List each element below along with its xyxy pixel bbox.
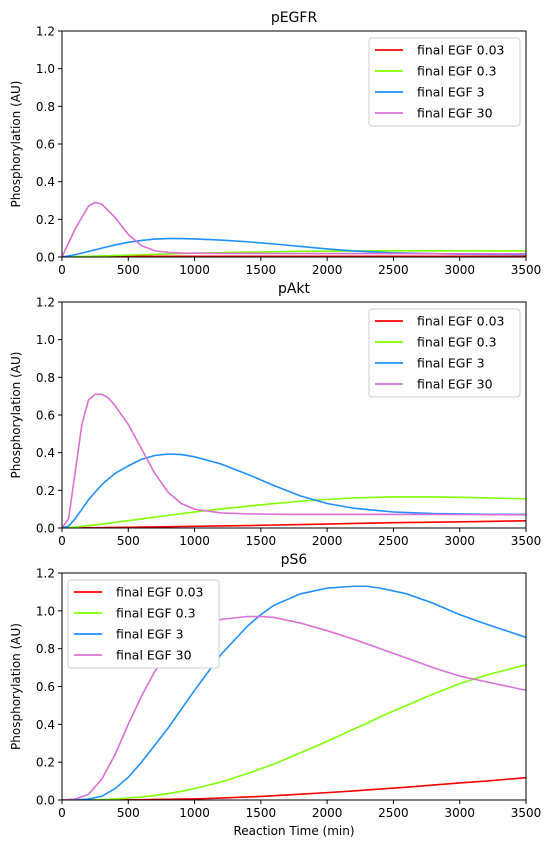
legend-entry-label: final EGF 3 — [417, 85, 485, 100]
y-tick-label: 1.0 — [36, 604, 55, 618]
x-tick-label: 1000 — [179, 263, 210, 277]
y-tick-label: 1.2 — [36, 25, 55, 39]
series-line-4 — [62, 393, 526, 528]
legend-box — [368, 308, 521, 398]
legend-entry-label: final EGF 30 — [417, 377, 493, 392]
y-tick-label: 0.6 — [36, 138, 55, 152]
x-tick-label: 500 — [117, 263, 140, 277]
series-line-4 — [62, 615, 526, 800]
x-tick-label: 2000 — [312, 534, 343, 548]
legend-entry-label: final EGF 0.3 — [417, 335, 497, 350]
x-tick-label: 3000 — [444, 263, 475, 277]
y-axis-label: Phosphorylation (AU) — [9, 352, 23, 479]
y-tick-label: 0.6 — [36, 409, 55, 423]
x-tick-label: 1500 — [246, 263, 277, 277]
x-tick-label: 2000 — [312, 806, 343, 820]
y-tick-label: 0.8 — [36, 100, 55, 114]
x-tick-label: 3500 — [511, 534, 542, 548]
x-tick-label: 1500 — [246, 534, 277, 548]
y-tick-label: 0.2 — [36, 213, 55, 227]
y-tick-label: 0.6 — [36, 680, 55, 694]
x-tick-label: 1000 — [179, 806, 210, 820]
series-line-2 — [62, 663, 526, 800]
legend-entry-label: final EGF 0.3 — [417, 64, 497, 79]
chart-panel-pakt: 0 500 1000 1500 2000 2500 3000 3500 0.0 0.2 0.4 0.6… — [9, 281, 541, 548]
x-tick-label: 1500 — [246, 806, 277, 820]
series-line-4 — [62, 201, 526, 257]
legend-entry-label: final EGF 30 — [116, 648, 192, 663]
y-tick-label: 0.0 — [36, 794, 55, 808]
x-tick-label: 2500 — [378, 806, 409, 820]
series-line-3 — [62, 585, 526, 800]
x-tick-label: 2000 — [312, 263, 343, 277]
legend-entry-label: final EGF 30 — [417, 106, 493, 121]
x-tick-label: 2500 — [378, 263, 409, 277]
x-tick-label: 3500 — [511, 263, 542, 277]
y-tick-label: 0.4 — [36, 446, 55, 460]
y-tick-label: 0.0 — [36, 522, 55, 536]
chart-title: pS6 — [281, 552, 308, 568]
x-tick-label: 2500 — [378, 534, 409, 548]
y-tick-label: 1.2 — [36, 567, 55, 581]
legend-entry-label: final EGF 3 — [116, 627, 184, 642]
legend-entry-label: final EGF 0.3 — [116, 606, 196, 621]
x-tick-label: 3500 — [511, 806, 542, 820]
chart-title: pAkt — [278, 281, 311, 297]
x-tick-label: 500 — [117, 806, 140, 820]
x-tick-label: 0 — [58, 806, 66, 820]
legend-entry-label: final EGF 0.03 — [116, 585, 203, 600]
x-axis-label: Reaction Time (min) — [233, 824, 354, 838]
x-tick-label: 3000 — [444, 806, 475, 820]
y-tick-label: 0.2 — [36, 756, 55, 770]
y-tick-label: 0.0 — [36, 251, 55, 265]
series-line-3 — [62, 237, 526, 257]
y-tick-label: 1.0 — [36, 62, 55, 76]
x-tick-label: 3000 — [444, 534, 475, 548]
x-tick-label: 0 — [58, 263, 66, 277]
y-tick-label: 0.8 — [36, 371, 55, 385]
legend-entry-label: final EGF 0.03 — [417, 314, 504, 329]
legend-entry-label: final EGF 3 — [417, 356, 485, 371]
x-tick-label: 500 — [117, 534, 140, 548]
legend: final EGF 0.03 final EGF 0.3 final EGF 3 fi… — [368, 308, 521, 398]
legend: final EGF 0.03 final EGF 0.3 final EGF 3 fi… — [368, 37, 521, 127]
x-tick-label: 1000 — [179, 534, 210, 548]
y-tick-label: 0.2 — [36, 484, 55, 498]
y-tick-label: 1.0 — [36, 333, 55, 347]
legend-box — [67, 579, 220, 669]
y-axis-label: Phosphorylation (AU) — [9, 623, 23, 750]
y-tick-label: 0.8 — [36, 642, 55, 656]
legend: final EGF 0.03 final EGF 0.3 final EGF 3 fi… — [67, 579, 220, 669]
y-tick-label: 1.2 — [36, 296, 55, 310]
series-line-3 — [62, 453, 526, 528]
y-tick-label: 0.4 — [36, 718, 55, 732]
chart-title: pEGFR — [271, 10, 318, 26]
legend-entry-label: final EGF 0.03 — [417, 43, 504, 58]
series-line-1 — [62, 776, 526, 800]
chart-panel-pegfr: 0 500 1000 1500 2000 2500 3000 3500 0.0 0.2 0.4 0.6… — [9, 10, 541, 277]
chart-panel-ps6: 0 500 1000 1500 2000 2500 3000 3500 0.0 0.2 0.4 0.6… — [9, 552, 541, 838]
legend-box — [368, 37, 521, 127]
series-line-2 — [62, 496, 526, 528]
y-tick-label: 0.4 — [36, 175, 55, 189]
series-line-1 — [62, 520, 526, 528]
x-tick-label: 0 — [58, 534, 66, 548]
y-axis-label: Phosphorylation (AU) — [9, 81, 23, 208]
